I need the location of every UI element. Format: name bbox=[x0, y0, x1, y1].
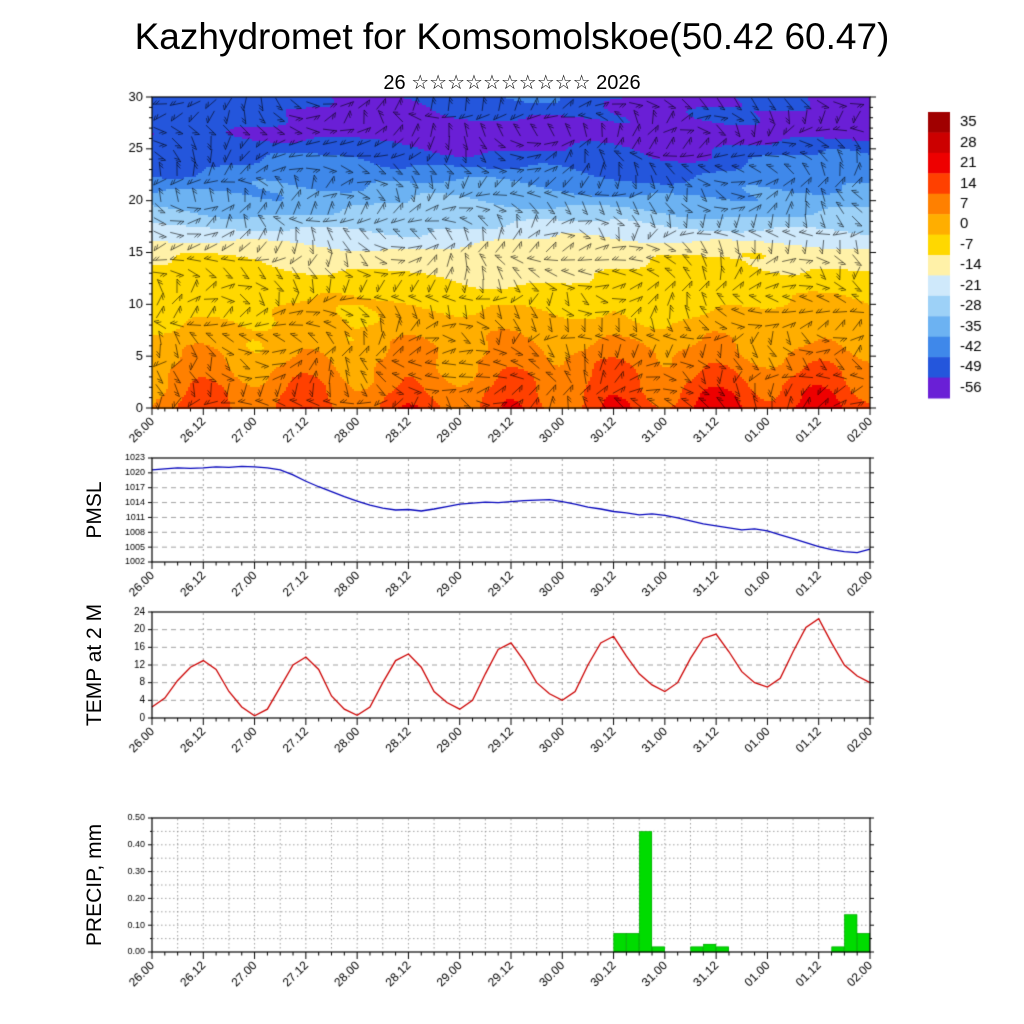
date-subtitle: 26 ☆☆☆☆☆☆☆☆☆☆ 2026 bbox=[383, 72, 641, 94]
pmsl-axis-title: PMSL bbox=[83, 481, 106, 539]
page-title: Kazhydromet for Komsomolskoe(50.42 60.47… bbox=[134, 16, 890, 57]
precip-axis-title: PRECIP, mm bbox=[83, 823, 106, 947]
temp-axis-title: TEMP at 2 M bbox=[83, 603, 106, 727]
